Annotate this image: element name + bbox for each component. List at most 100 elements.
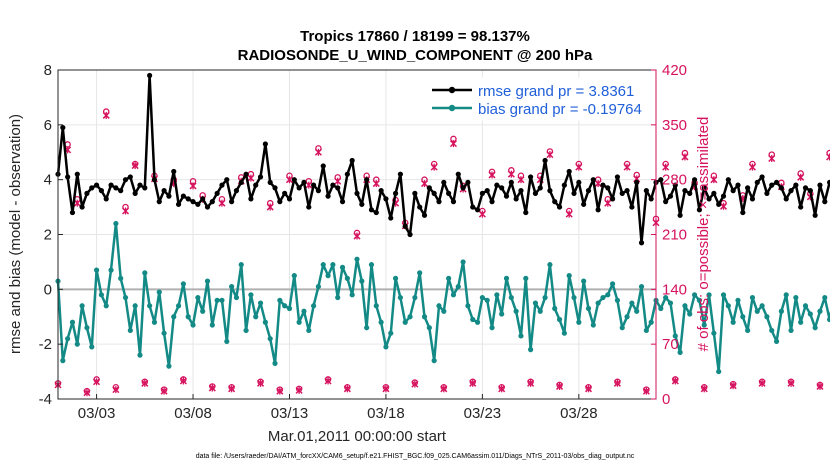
obs-assimilated-point [160,387,168,395]
rmse-point [605,185,611,191]
bias-point [103,303,109,309]
rmse-point [783,196,789,202]
rmse-point [667,193,674,199]
bias-point [450,292,457,298]
rmse-point [730,188,736,194]
obs-assimilated-point [449,140,457,148]
x-tick-label: 03/28 [560,405,598,422]
bias-point [204,278,211,284]
bias-point [778,308,784,314]
rmse-point [291,177,297,183]
rmse-point [93,182,100,188]
bias-point [108,267,114,273]
rmse-point [219,182,225,188]
rmse-point [368,207,375,213]
rmse-point [436,199,442,205]
rmse-point [542,157,548,164]
bias-point [720,292,727,298]
obs-assimilated-point [121,207,130,215]
obs-assimilated-point [189,182,197,190]
obs-assimilated-point [469,379,477,387]
bias-point [474,319,481,325]
obs-assimilated-point [700,385,708,393]
rmse-point [98,188,105,194]
bias-point [354,256,360,262]
obs-assimilated-point [642,387,650,395]
bias-point [306,327,312,334]
bias-point [479,294,485,301]
rmse-point [108,182,114,188]
bias-point [648,319,654,325]
bias-point [180,281,186,287]
rmse-point [566,168,572,175]
bias-point [614,297,621,303]
bias-point [624,314,630,320]
obs-assimilated-point [334,177,342,185]
bias-point [590,322,596,328]
chart-subtitle: RADIOSONDE_U_WIND_COMPONENT @ 200 hPa [237,47,593,64]
bias-point [701,322,707,328]
rmse-point [513,196,519,202]
obs-assimilated-point [575,163,583,171]
bias-point [402,319,408,325]
bias-point [412,294,418,301]
bias-point [175,303,182,309]
rmse-point [402,223,408,229]
bias-point [388,330,394,336]
rmse-point [691,177,698,183]
rmse-point [523,209,529,216]
rmse-point [229,199,235,205]
rmse-point [581,201,587,207]
rmse-point [214,190,220,196]
rmse-point [171,168,177,175]
bias-point [156,289,162,295]
rmse-point [802,185,809,191]
bias-point [542,294,548,301]
obs-assimilated-point [314,148,322,156]
rmse-point [397,171,404,177]
rmse-point [532,190,539,196]
legend-box [426,77,653,121]
obs-assimilated-point [257,379,265,387]
y-tick-label-right: 210 [662,227,687,244]
bias-point [127,327,133,334]
rmse-point [315,188,322,194]
obs-assimilated-point [710,176,718,184]
rmse-point [383,196,389,202]
y-tick-label-right: 350 [662,117,687,134]
bias-point [301,308,307,314]
rmse-point [151,177,158,183]
rmse-point [465,179,471,186]
bias-point [595,300,601,306]
bias-point [532,300,539,306]
bias-point [373,303,379,309]
bias-point [147,303,153,309]
obs-assimilated-point [623,163,631,171]
rmse-point [807,188,813,194]
bias-point [783,292,789,298]
bias-point [441,308,447,314]
rmse-point [720,193,727,199]
rmse-point [335,185,341,191]
x-axis: 03/03 03/08 03/13 03/18 03/23 03/28 [78,394,598,422]
bias-point [513,308,519,314]
bias-point [330,262,336,268]
rmse-point [474,207,481,213]
rmse-point [60,124,66,131]
rmse-point [503,193,510,199]
bias-point [209,322,215,328]
bias-point [253,314,259,320]
bias-point [619,325,625,331]
rmse-point [561,182,567,188]
obs-assimilated-point [768,154,776,163]
bias-point [503,275,510,281]
obs-assimilated-point [247,174,255,182]
bias-point [349,292,355,298]
obs-assimilated-point [93,378,101,386]
bias-point [687,311,693,317]
bias-point [344,275,350,281]
bias-point [499,311,505,317]
bias-point [528,347,534,353]
obs-assimilated-point [681,153,689,161]
y-tick-label-left: 4 [44,172,52,189]
